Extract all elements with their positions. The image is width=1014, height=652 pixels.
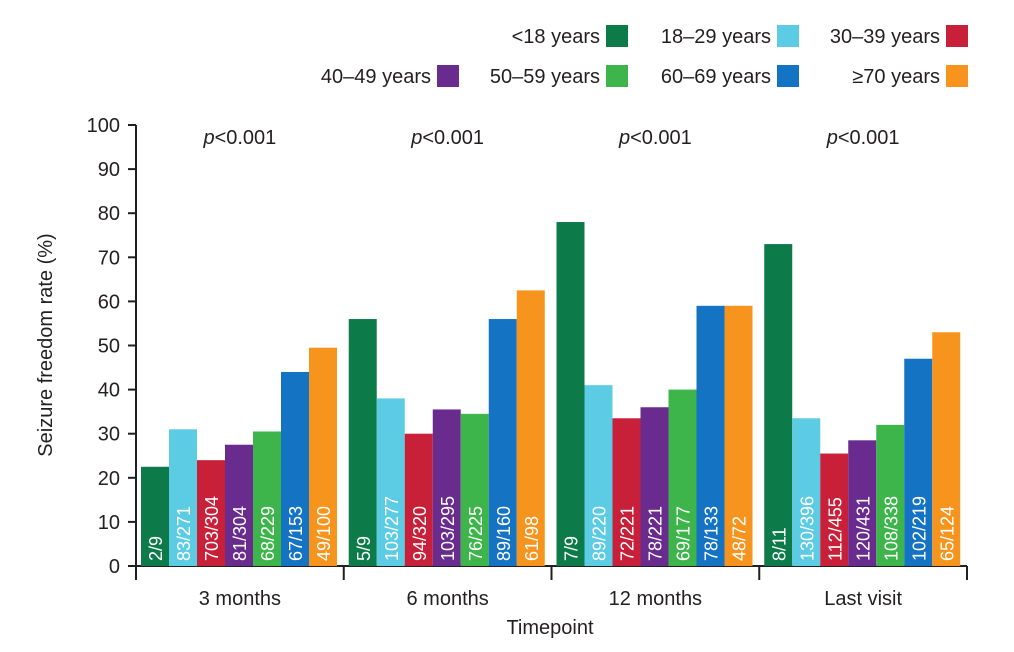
bar-data-label: 102/219	[909, 496, 929, 561]
legend-label: 30–39 years	[830, 26, 940, 48]
p-value-annotation: p<0.001	[826, 127, 900, 149]
bar	[876, 424, 905, 566]
bar	[792, 418, 821, 566]
x-axis-title: Timepoint	[506, 617, 594, 639]
plot-area: 0 10 20 30 40 50 60 70 80 90 100 2/9 83/271 703/304 81…	[87, 115, 968, 610]
bar-data-label: 67/153	[286, 506, 306, 561]
y-tick-label: 80	[98, 203, 120, 225]
bar-data-label: 83/271	[174, 506, 194, 561]
p-value-annotation: p<0.001	[202, 127, 276, 149]
bar	[612, 418, 641, 566]
bar-data-label: 5/9	[354, 536, 374, 561]
y-tick-label: 70	[98, 247, 120, 269]
x-tick-label: 3 months	[199, 588, 281, 610]
bar-data-label: 76/225	[466, 506, 486, 561]
bar	[141, 466, 169, 566]
bar	[404, 433, 433, 566]
bar	[197, 460, 225, 566]
legend-swatch	[777, 65, 799, 87]
bar-data-label: 103/277	[382, 496, 402, 561]
bar	[668, 389, 697, 566]
bar	[724, 305, 753, 566]
legend-label: 50–59 years	[490, 66, 600, 88]
y-tick-label: 100	[87, 115, 120, 137]
bar-data-label: 7/9	[562, 536, 582, 561]
legend-label: 60–69 years	[661, 66, 771, 88]
legend-swatch	[437, 65, 459, 87]
y-tick-label: 30	[98, 424, 120, 446]
bar	[556, 222, 585, 566]
x-tick-label: 12 months	[609, 588, 702, 610]
p-value-annotation: p<0.001	[618, 127, 692, 149]
bar-data-label: 94/320	[410, 506, 430, 561]
bar-data-label: 89/220	[590, 506, 610, 561]
bar	[516, 290, 545, 566]
y-tick-label: 10	[98, 512, 120, 534]
y-tick-label: 90	[98, 159, 120, 181]
bar-data-label: 703/304	[202, 496, 222, 561]
legend-label: <18 years	[512, 26, 600, 48]
bar-data-label: 48/72	[730, 516, 750, 561]
bar-data-label: 81/304	[230, 506, 250, 561]
legend-swatch	[946, 65, 968, 87]
y-tick-label: 60	[98, 291, 120, 313]
bar-data-label: 8/11	[769, 527, 789, 561]
legend-swatch	[946, 25, 968, 47]
bar	[584, 385, 613, 566]
bar-data-label: 108/338	[881, 496, 901, 561]
bar	[640, 407, 669, 566]
bar	[820, 453, 849, 566]
x-tick-label: 6 months	[406, 588, 488, 610]
bar-data-label: 72/221	[618, 506, 638, 561]
bar-data-label: 78/221	[646, 506, 666, 561]
bar	[225, 444, 253, 566]
bar	[253, 431, 281, 566]
bar	[904, 358, 933, 566]
bar-data-label: 120/431	[853, 496, 873, 561]
bar-data-label: 49/100	[314, 506, 334, 561]
legend-label: ≥70 years	[852, 66, 940, 88]
bar	[488, 319, 517, 566]
bar-data-label: 2/9	[146, 536, 166, 561]
bar	[376, 398, 405, 566]
p-value-annotation: p<0.001	[410, 127, 484, 149]
bar	[848, 440, 877, 566]
y-tick-label: 40	[98, 380, 120, 402]
legend-swatch	[606, 65, 628, 87]
legend-swatch	[777, 25, 799, 47]
legend: <18 years 18–29 years 30–39 years 40–49 yea…	[321, 25, 968, 88]
bar-data-label: 89/160	[494, 506, 514, 561]
legend-label: 18–29 years	[661, 26, 771, 48]
bar	[309, 347, 337, 566]
bar-data-label: 65/124	[937, 506, 957, 561]
bar-data-label: 68/229	[258, 506, 278, 561]
bar	[432, 409, 461, 566]
legend-swatch	[606, 25, 628, 47]
bar	[169, 429, 197, 566]
bar	[932, 332, 961, 566]
bar-data-label: 61/98	[522, 516, 542, 561]
y-tick-label: 0	[109, 556, 120, 578]
bar-data-label: 78/133	[702, 506, 722, 561]
bar	[281, 371, 309, 566]
bar	[696, 305, 725, 566]
bar	[764, 244, 793, 566]
y-tick-label: 50	[98, 336, 120, 358]
bar-data-label: 69/177	[674, 506, 694, 561]
bar-data-label: 103/295	[438, 496, 458, 561]
legend-label: 40–49 years	[321, 66, 431, 88]
y-axis-title: Seizure freedom rate (%)	[35, 233, 57, 456]
bar	[460, 413, 489, 566]
x-tick-label: Last visit	[824, 588, 902, 610]
bar-data-label: 112/455	[825, 497, 845, 561]
bar	[348, 319, 377, 566]
y-tick-label: 20	[98, 468, 120, 490]
bar-data-label: 130/396	[797, 496, 817, 561]
